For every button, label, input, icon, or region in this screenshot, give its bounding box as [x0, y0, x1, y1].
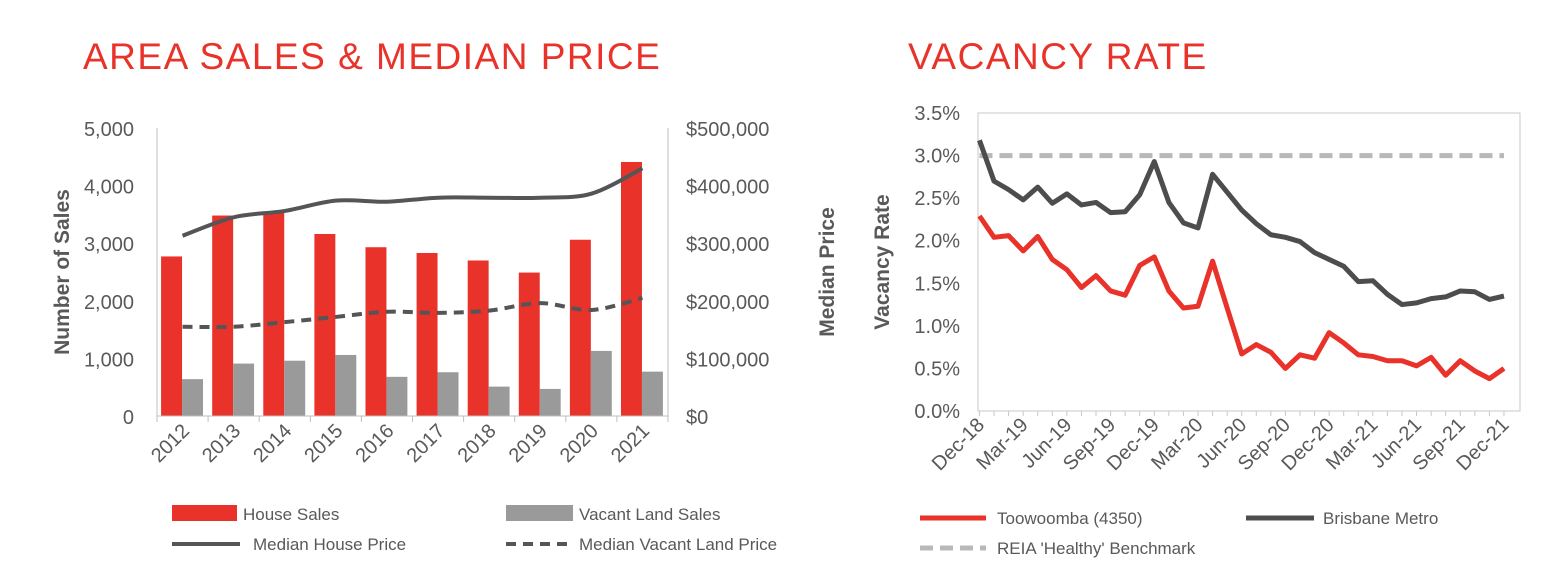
bar-vacant-land-sales: [233, 363, 255, 416]
x-tick-label: 2012: [147, 420, 194, 467]
vacancy-rate-chart: 0.0% 0.5% 1.0% 1.5% 2.0% 2.5% 3.0% 3.5% Vacancy …: [871, 103, 1521, 558]
y2-tick-label: $0: [686, 407, 708, 429]
legend-swatch-house-sales: [172, 505, 237, 521]
legend-label-brisbane-metro: Brisbane Metro: [1323, 509, 1438, 528]
y-tick-label: 5,000: [84, 119, 134, 141]
bar-vacant-land-sales: [182, 379, 203, 416]
y-tick-label: 3.0%: [914, 146, 960, 168]
y-tick-label: 2.0%: [914, 231, 960, 253]
vacancy-rate-title: VACANCY RATE: [908, 36, 1208, 77]
bar-vacant-land-sales: [284, 360, 306, 416]
legend-label-reia-benchmark: REIA 'Healthy' Benchmark: [997, 539, 1196, 558]
line-median-vacant-land-price: [182, 295, 643, 330]
y-tick-label: 0.5%: [914, 358, 960, 380]
area-sales-chart: 0 1,000 2,000 3,000 4,000 5,000 $0 $100,000 $200…: [51, 119, 839, 554]
bar-vacant-land-sales: [539, 388, 561, 416]
x-tick-label: 2021: [607, 420, 654, 467]
bar-house-sales: [518, 272, 540, 416]
y-axis-title: Number of Sales: [51, 189, 74, 355]
y-tick-label: 2.5%: [914, 188, 960, 210]
y2-tick-label: $400,000: [686, 177, 769, 199]
y-axis-title: Vacancy Rate: [871, 194, 894, 329]
bar-house-sales: [161, 256, 183, 416]
y-tick-label: 0: [123, 407, 134, 429]
line-median-house-price: [181, 166, 644, 238]
legend-label-vacant-land-sales: Vacant Land Sales: [579, 505, 720, 524]
x-tick-label: 2015: [300, 420, 347, 467]
bar-vacant-land-sales: [335, 354, 357, 416]
y-tick-label: 1.5%: [914, 273, 960, 295]
bar-house-sales: [416, 252, 438, 416]
legend-label-house-sales: House Sales: [243, 505, 339, 524]
legend-label-toowoomba: Toowoomba (4350): [997, 509, 1143, 528]
bar-vacant-land-sales: [437, 372, 459, 416]
x-tick-label: 2017: [403, 420, 450, 467]
y-tick-label: 1,000: [84, 349, 134, 371]
bar-vacant-land-sales: [590, 350, 612, 416]
legend-label-median-vacant-land-price: Median Vacant Land Price: [579, 535, 777, 554]
y-tick-label: 2,000: [84, 292, 134, 314]
y-tick-label: 3.5%: [914, 103, 960, 125]
y2-tick-label: $300,000: [686, 234, 769, 256]
legend-label-median-house-price: Median House Price: [253, 535, 406, 554]
y2-axis-title: Median Price: [816, 207, 839, 337]
x-tick-label: 2020: [556, 420, 603, 467]
bar-house-sales: [212, 215, 234, 416]
area-sales-title: AREA SALES & MEDIAN PRICE: [83, 36, 662, 77]
x-tick-label: 2019: [505, 420, 552, 467]
x-tick-label: 2018: [454, 420, 501, 467]
bar-house-sales: [314, 233, 336, 416]
bar-house-sales: [569, 239, 591, 416]
y-tick-label: 0.0%: [914, 401, 960, 423]
bar-house-sales: [263, 211, 285, 416]
bar-house-sales: [365, 247, 387, 416]
x-tick-label: 2013: [198, 420, 245, 467]
y-tick-label: 3,000: [84, 234, 134, 256]
bar-house-sales: [467, 260, 489, 416]
bar-vacant-land-sales: [386, 376, 408, 416]
y-tick-label: 4,000: [84, 177, 134, 199]
x-tick-label: 2016: [351, 420, 398, 467]
y2-tick-label: $100,000: [686, 349, 769, 371]
bar-vacant-land-sales: [641, 371, 663, 416]
bar-house-sales: [620, 161, 642, 416]
x-tick-label: 2014: [249, 420, 296, 467]
line-brisbane-metro: [977, 139, 1505, 308]
line-toowoomba: [977, 214, 1506, 382]
y2-tick-label: $200,000: [686, 292, 769, 314]
y-tick-label: 1.0%: [914, 316, 960, 338]
y2-tick-label: $500,000: [686, 119, 769, 141]
plot-frame: [977, 112, 1521, 412]
bar-vacant-land-sales: [488, 386, 510, 416]
legend-swatch-vacant-land-sales: [506, 505, 573, 521]
